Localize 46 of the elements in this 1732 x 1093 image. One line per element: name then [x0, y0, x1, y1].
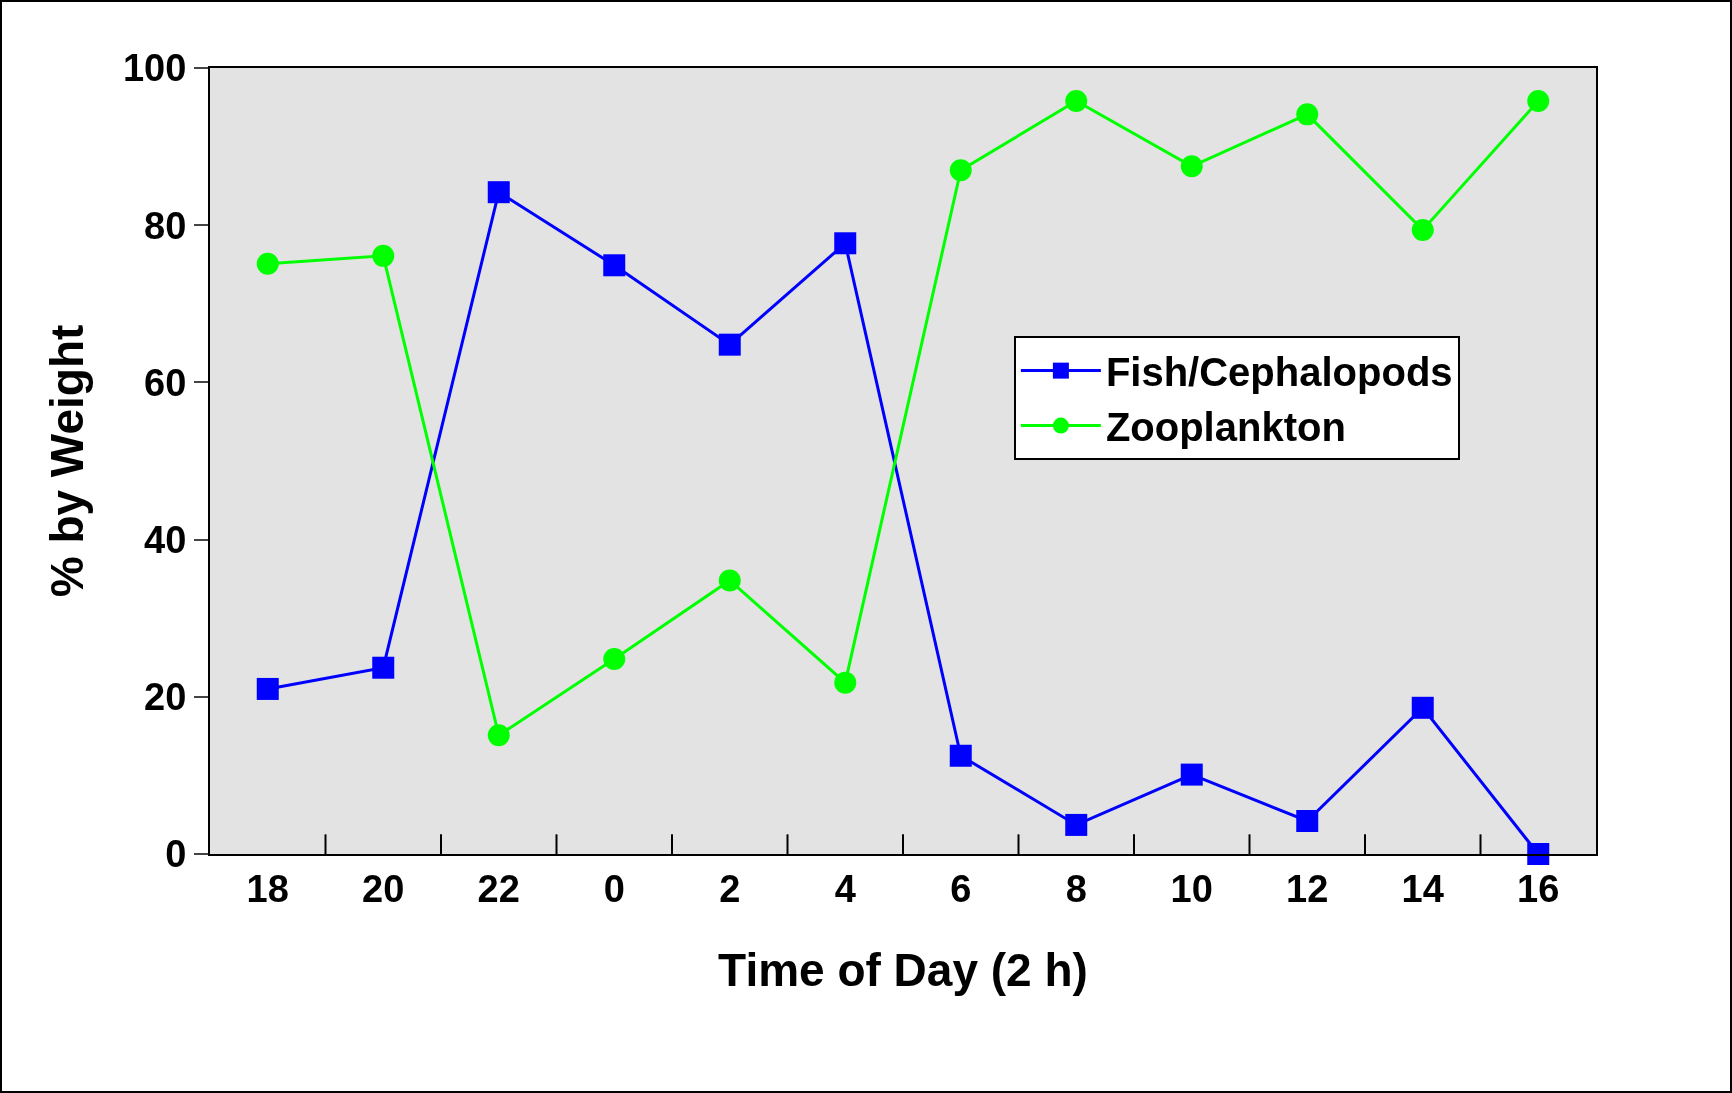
point — [1065, 813, 1088, 836]
x-tick-label: 0 — [603, 867, 625, 910]
point — [1296, 809, 1319, 832]
point — [1180, 763, 1203, 786]
point — [372, 244, 395, 267]
point — [1296, 103, 1319, 126]
x-tick-label: 8 — [1065, 867, 1087, 910]
point — [1411, 696, 1434, 719]
x-tick-label: 18 — [246, 867, 289, 910]
point — [1527, 90, 1550, 112]
y-tick-label: 100 — [122, 47, 187, 90]
point — [949, 744, 972, 767]
legend-label: Zooplankton — [1105, 405, 1346, 450]
point — [718, 569, 741, 592]
x-tick-label: 20 — [362, 867, 405, 910]
x-tick-label: 2 — [719, 867, 741, 910]
y-tick-label: 80 — [144, 204, 187, 247]
point — [1411, 218, 1434, 241]
point — [834, 671, 857, 694]
point — [603, 254, 626, 277]
y-tick-label: 60 — [144, 361, 187, 404]
x-tick-label: 16 — [1517, 867, 1560, 910]
y-tick-label: 40 — [144, 518, 187, 561]
y-tick-label: 0 — [165, 833, 187, 876]
point — [603, 648, 626, 671]
point — [1065, 90, 1088, 112]
point — [487, 724, 510, 747]
point — [1527, 843, 1550, 865]
point — [718, 333, 741, 356]
y-axis-title: % by Weight — [40, 324, 93, 598]
x-tick-label: 4 — [834, 867, 856, 910]
point — [949, 159, 972, 182]
point — [256, 677, 279, 700]
legend-label: Fish/Cephalopods — [1105, 350, 1453, 395]
point — [834, 232, 857, 255]
point — [372, 656, 395, 679]
point — [256, 252, 279, 275]
x-axis-title: Time of Day (2 h) — [718, 943, 1088, 996]
point — [487, 181, 510, 204]
x-tick-label: 12 — [1286, 867, 1329, 910]
x-tick-label: 10 — [1170, 867, 1213, 910]
x-tick-label: 6 — [950, 867, 972, 910]
x-tick-label: 14 — [1401, 867, 1444, 910]
y-tick-label: 20 — [144, 676, 187, 719]
x-tick-label: 22 — [477, 867, 520, 910]
point — [1180, 155, 1203, 178]
